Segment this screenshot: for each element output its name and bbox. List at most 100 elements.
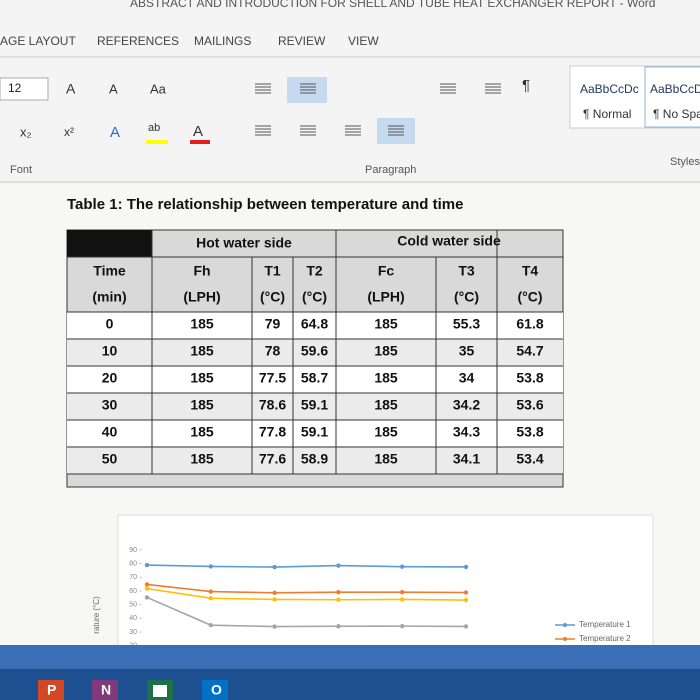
ribbon-button[interactable]: Aa (150, 81, 167, 96)
table-cell: 53.6 (516, 397, 543, 413)
ribbon-button[interactable]: A (110, 124, 120, 141)
y-tick-label: 70 (129, 574, 137, 581)
ribbon-button[interactable]: ¶ (522, 77, 530, 94)
column-header: (°C) (260, 289, 285, 305)
table-row (67, 366, 563, 393)
series-marker (144, 595, 150, 600)
table-cell: 78 (265, 343, 281, 359)
table-cell: 34.3 (453, 424, 480, 440)
series-line (146, 583, 467, 594)
column-header: (LPH) (183, 289, 220, 305)
ribbon-button[interactable]: x₂ (20, 124, 32, 139)
style-selected (644, 66, 700, 128)
style-preview[interactable]: AaBbCcD (650, 82, 700, 96)
group-label: Styles (670, 156, 700, 168)
app-letter: N (101, 682, 111, 698)
table-cell: 185 (190, 316, 214, 332)
y-axis-label: rature (°C) (92, 596, 101, 634)
column-header: (min) (92, 289, 126, 305)
ribbon-button[interactable]: A (109, 81, 118, 96)
y-tick-label: 30 (129, 629, 137, 636)
table-cell: 185 (190, 451, 214, 467)
table-cell: 61.8 (516, 316, 543, 332)
y-tick-label: 40 (129, 615, 137, 622)
series-marker (144, 586, 150, 591)
table-caption: Table 1: The relationship between temper… (67, 196, 463, 213)
table-cell: 58.9 (301, 451, 328, 467)
app-icon[interactable] (38, 680, 64, 700)
ribbon-tab[interactable]: AGE LAYOUT (0, 34, 76, 48)
table-cell: 77.6 (259, 451, 286, 467)
group-label: Paragraph (365, 164, 416, 176)
column-header: Fc (378, 263, 395, 279)
group-header: Cold water side (397, 233, 501, 249)
series-marker (336, 590, 341, 595)
styles-gallery (569, 65, 700, 129)
ribbon-tab[interactable]: VIEW (348, 34, 379, 48)
series-line (146, 587, 467, 601)
table-cell: 10 (102, 343, 118, 359)
series-marker (463, 564, 469, 570)
series-marker (208, 589, 213, 594)
legend-marker (563, 623, 567, 627)
ribbon-button[interactable]: A (193, 123, 203, 140)
font-size: 12 (8, 81, 22, 95)
series-line (146, 564, 467, 568)
app-icon[interactable] (202, 680, 228, 700)
series-marker (400, 597, 405, 602)
table-cell: 55.3 (453, 316, 480, 332)
series-marker (272, 597, 277, 602)
app-icon-detail (153, 685, 167, 697)
ribbon-tab[interactable]: REVIEW (278, 34, 326, 48)
table-cell: 64.8 (301, 316, 328, 332)
group-header: Hot water side (196, 235, 292, 251)
table-cell: 77.5 (259, 370, 286, 386)
table-cell: 34.2 (453, 397, 480, 413)
series-marker (272, 590, 277, 595)
column-header: (°C) (454, 289, 479, 305)
table-row (67, 339, 563, 366)
table-cell: 185 (190, 343, 214, 359)
table-cell: 35 (459, 343, 475, 359)
app-letter: O (211, 682, 222, 698)
table-cell: 59.6 (301, 343, 328, 359)
style-name: ¶ Normal (583, 107, 631, 121)
series-marker (336, 624, 341, 629)
table-row (67, 447, 563, 474)
taskbar-strip (0, 645, 700, 669)
ribbon-tab[interactable]: REFERENCES (97, 34, 179, 48)
series-marker (208, 596, 213, 601)
series-marker (400, 564, 405, 569)
column-header: T4 (522, 263, 539, 279)
corner-cell (67, 230, 152, 257)
table-cell: 58.7 (301, 370, 328, 386)
table-cell: 53.8 (516, 424, 543, 440)
data-table: Hot water side Cold water side Time (min) Fh… (66, 229, 564, 488)
ribbon-tab[interactable]: MAILINGS (194, 34, 251, 48)
font-size-box[interactable] (0, 77, 49, 101)
app-icon[interactable] (92, 680, 118, 700)
table-cell: 50 (102, 451, 118, 467)
font-color-swatch (190, 140, 210, 144)
style-preview[interactable]: AaBbCcDc (580, 82, 639, 96)
justify-active (377, 118, 415, 144)
series-marker (400, 590, 405, 595)
legend-label: Temperature 2 (579, 634, 631, 643)
series-marker (272, 564, 277, 570)
column-header: Fh (193, 263, 210, 279)
ribbon-button[interactable]: ab (148, 122, 160, 134)
table-cell: 59.1 (301, 397, 328, 413)
table-cell: 53.8 (516, 370, 543, 386)
series-marker (463, 590, 469, 595)
series-marker (144, 562, 150, 568)
table-cell: 30 (102, 397, 118, 413)
series-marker (463, 624, 469, 629)
table-cell: 53.4 (516, 451, 543, 467)
ribbon-button[interactable]: x² (64, 125, 74, 139)
table-cell: 34 (459, 370, 475, 386)
y-tick-label: 90 (129, 547, 137, 554)
legend-label: Temperature 1 (579, 620, 631, 629)
ribbon-button[interactable]: A (66, 81, 76, 97)
table-cell: 59.1 (301, 424, 328, 440)
